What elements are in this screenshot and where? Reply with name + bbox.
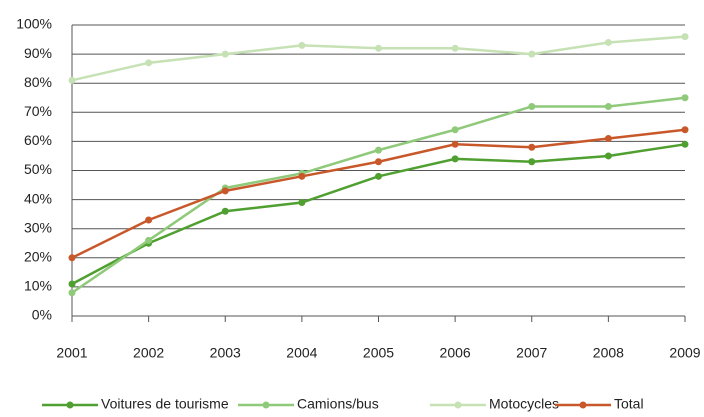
y-tick-label: 70%	[24, 103, 52, 119]
y-tick-label: 30%	[24, 219, 52, 235]
point	[451, 126, 459, 134]
point	[528, 158, 536, 166]
point	[68, 289, 76, 297]
point	[375, 172, 382, 180]
point	[68, 280, 76, 288]
y-tick-label: 100%	[16, 16, 52, 32]
x-tick-label: 2006	[440, 345, 471, 361]
point	[145, 216, 153, 224]
point	[145, 236, 153, 244]
legend-label: Motocycles	[489, 396, 559, 412]
legend-marker	[66, 401, 74, 409]
legend-label: Voitures de tourisme	[101, 396, 229, 412]
point	[604, 134, 612, 142]
point	[298, 172, 306, 180]
legend-marker	[454, 401, 462, 409]
y-tick-label: 10%	[24, 278, 52, 294]
point	[221, 187, 229, 195]
point	[604, 102, 612, 110]
y-tick-label: 50%	[24, 161, 52, 177]
point	[145, 59, 153, 67]
y-tick-label: 20%	[24, 249, 52, 265]
point	[681, 94, 689, 102]
point	[681, 33, 689, 41]
point	[451, 155, 459, 163]
point	[298, 199, 306, 207]
x-tick-label: 2009	[669, 345, 700, 361]
y-tick-label: 80%	[24, 74, 52, 90]
point	[68, 76, 76, 84]
x-tick-label: 2001	[56, 345, 87, 361]
x-tick-label: 2008	[593, 345, 624, 361]
x-tick-label: 2002	[133, 345, 164, 361]
x-tick-label: 2004	[286, 345, 317, 361]
point	[375, 146, 382, 154]
point	[528, 50, 536, 58]
point	[681, 126, 689, 134]
y-tick-label: 40%	[24, 190, 52, 206]
point	[298, 41, 306, 49]
y-tick-label: 0%	[32, 307, 52, 323]
point	[604, 38, 612, 46]
point	[221, 50, 229, 58]
point	[375, 158, 382, 166]
legend-label: Camions/bus	[297, 396, 379, 412]
series-line	[71, 35, 686, 82]
point	[528, 143, 536, 151]
point	[528, 102, 536, 110]
x-tick-label: 2003	[210, 345, 241, 361]
y-tick-label: 90%	[24, 45, 52, 61]
point	[604, 152, 612, 160]
legend-label: Total	[614, 396, 644, 412]
y-tick-label: 60%	[24, 132, 52, 148]
series-line	[71, 96, 686, 294]
point	[681, 140, 689, 148]
point	[68, 254, 76, 262]
legend-marker	[579, 401, 587, 409]
x-tick-label: 2005	[363, 345, 394, 361]
point	[451, 140, 459, 148]
x-tick-label: 2007	[516, 345, 547, 361]
point	[451, 44, 459, 52]
point	[221, 207, 229, 215]
point	[375, 44, 382, 52]
legend-marker	[262, 401, 270, 409]
